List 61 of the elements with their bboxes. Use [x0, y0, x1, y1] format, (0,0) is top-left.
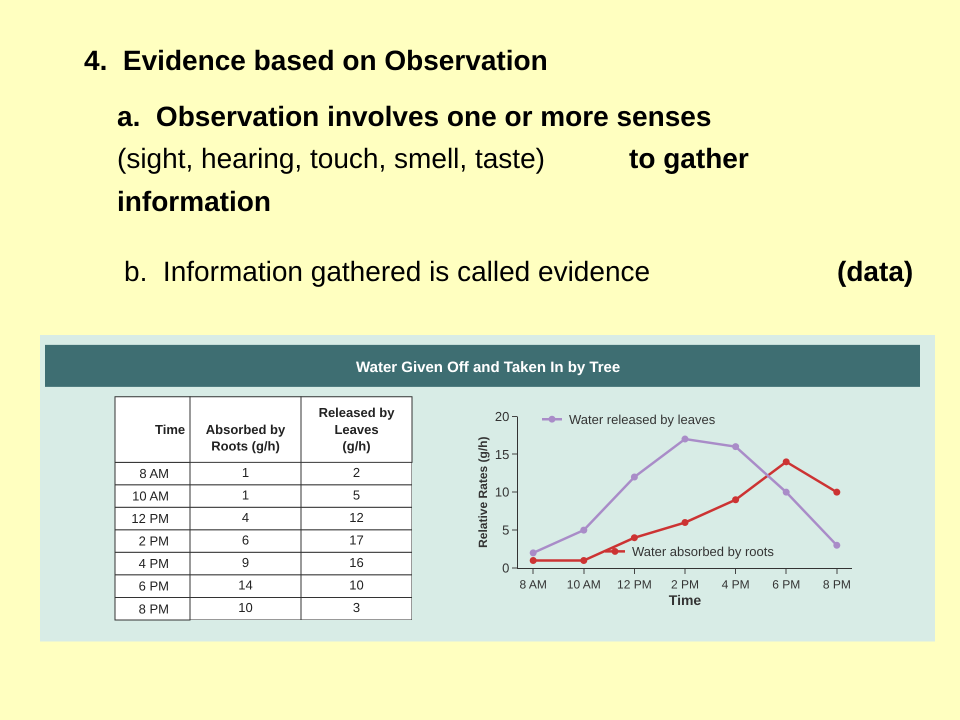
point	[580, 556, 588, 564]
text: information	[117, 186, 271, 217]
y-tick-label: 8 PM	[138, 601, 169, 616]
data-label: 6	[242, 532, 250, 548]
y-axis-title: Time	[155, 422, 186, 437]
y-tick-label: 5	[502, 522, 510, 538]
x-tick-label: 8 AM	[520, 577, 547, 592]
text: a. Observation involves one or more senses	[117, 101, 712, 132]
data-label: 5	[352, 487, 360, 502]
legend-label: Water absorbed by roots	[632, 544, 774, 559]
y-tick-label: 0	[502, 560, 510, 576]
data-label: 10	[238, 600, 253, 615]
text: Water Given Off and Taken In by Tree	[356, 359, 620, 376]
data-label: 4	[242, 510, 250, 525]
point	[630, 474, 638, 480]
y-tick-label: 4 PM	[138, 556, 169, 572]
x-tick-label: 10 AM	[566, 577, 601, 592]
text: to gather	[629, 143, 749, 174]
point	[682, 436, 688, 443]
point	[833, 542, 840, 549]
data-label: 14	[238, 577, 253, 592]
y-tick-label: 10	[494, 484, 510, 500]
legend-label: Water released by leaves	[569, 412, 716, 427]
data-label: 2	[352, 464, 360, 480]
y-tick-label: 2 PM	[138, 534, 169, 549]
text: 4. Evidence based on Observation	[84, 45, 548, 76]
y-tick-label: 12 PM	[131, 511, 169, 526]
x-tick-label: 6 PM	[772, 577, 800, 592]
y-tick-label: 8 AM	[139, 466, 169, 482]
x-axis-title: Time	[668, 592, 702, 608]
data-label: 17	[349, 532, 364, 548]
point	[732, 443, 740, 450]
data-label: 10	[349, 577, 364, 592]
data-label: 1	[242, 464, 250, 480]
data-label: 16	[349, 554, 364, 570]
y-tick-label: 10 AM	[132, 488, 169, 504]
data-label: 9	[242, 554, 250, 570]
x-tick-label: 8 PM	[822, 577, 851, 592]
x-tick-label: Released by Leaves (g/h)	[318, 404, 396, 454]
point	[782, 458, 790, 466]
x-tick-label: Absorbed by Roots (g/h)	[206, 422, 286, 454]
y-tick-label: 20	[494, 408, 510, 424]
point	[530, 549, 537, 556]
x-tick-label: 2 PM	[670, 577, 700, 592]
point	[782, 488, 790, 496]
point	[682, 519, 688, 526]
text: (sight, hearing, touch, smell, taste)	[117, 143, 545, 174]
text: b. Information gathered is called evidence	[124, 256, 650, 287]
point	[530, 556, 537, 564]
y-tick-label: 15	[494, 446, 510, 462]
data-label: 1	[242, 487, 250, 502]
data-label: 3	[352, 600, 360, 615]
point	[580, 526, 588, 534]
x-tick-label: 4 PM	[722, 577, 750, 592]
text: (data)	[837, 256, 914, 287]
y-axis-title: Relative Rates (g/h)	[476, 436, 490, 548]
point	[732, 496, 740, 504]
x-tick-label: 12 PM	[617, 577, 652, 592]
point	[833, 488, 840, 496]
data-label: 12	[349, 510, 364, 525]
point	[630, 534, 638, 542]
